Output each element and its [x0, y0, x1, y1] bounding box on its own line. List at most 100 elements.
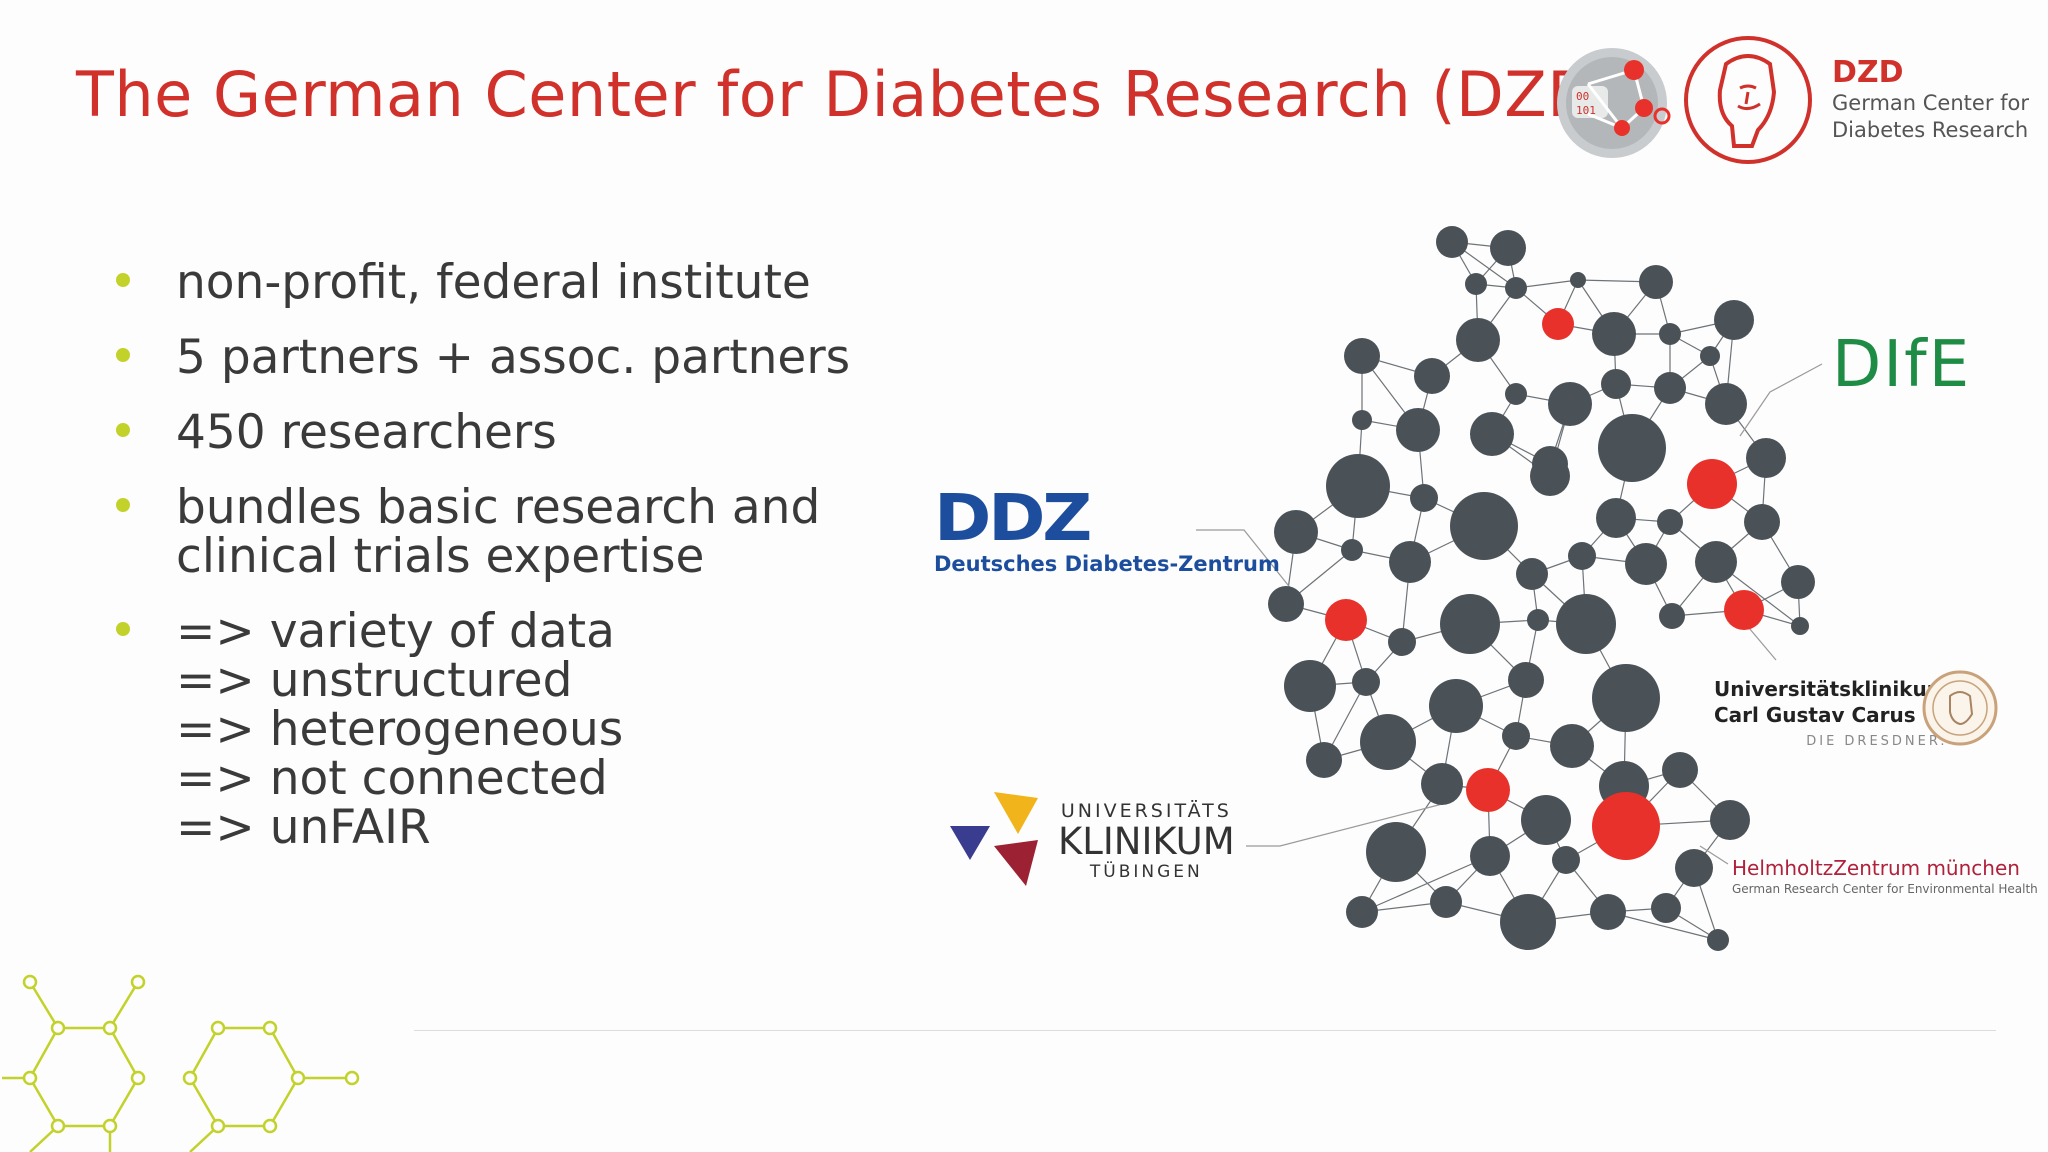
- network-edge: [1607, 911, 1719, 941]
- network-node: [1360, 714, 1416, 770]
- network-node: [1326, 454, 1390, 518]
- network-node: [1388, 628, 1416, 656]
- hmgu-logo: HelmholtzZentrum münchen German Research…: [1732, 856, 2038, 896]
- network-node: [1521, 795, 1571, 845]
- network-node: [1548, 382, 1592, 426]
- network-node: [1436, 226, 1468, 258]
- bullet-dot-icon: [116, 622, 130, 636]
- ukcgc-line3: DIE DRESDNER.: [1806, 734, 1948, 749]
- network-node: [1710, 800, 1750, 840]
- network-node: [1592, 312, 1636, 356]
- bullet-dot-icon: [116, 498, 130, 512]
- network-node: [1502, 722, 1530, 750]
- network-node: [1414, 358, 1450, 394]
- dife-logo: DIfE: [1832, 328, 1972, 402]
- network-node: [1346, 896, 1378, 928]
- network-node: [1470, 836, 1510, 876]
- partner-node: [1687, 459, 1737, 509]
- hmgu-line2: German Research Center for Environmental…: [1732, 882, 2038, 896]
- partner-node: [1542, 308, 1574, 340]
- hmgu-leader-line: [1699, 845, 1729, 865]
- network-node: [1550, 724, 1594, 768]
- bullet-list: non-profit, federal institute 5 partners…: [110, 258, 850, 878]
- network-node: [1352, 668, 1380, 696]
- dzd-name-line2: Diabetes Research: [1832, 118, 2029, 142]
- ukcgc-line1: Universitätsklinikum: [1714, 677, 1948, 701]
- network-edge: [1361, 855, 1491, 913]
- network-node: [1268, 586, 1304, 622]
- network-node: [1590, 894, 1626, 930]
- ukcgc-logo: Universitätsklinikum Carl Gustav Carus D…: [1714, 676, 1948, 749]
- network-node: [1421, 763, 1463, 805]
- molecule-decoration-icon: [2, 974, 360, 1152]
- network-node: [1440, 594, 1500, 654]
- network-node: [1527, 609, 1549, 631]
- ukt-line3: TÜBINGEN: [1089, 862, 1203, 882]
- hmgu-line1: HelmholtzZentrum münchen: [1732, 856, 2020, 880]
- bullet-dot-icon: [116, 348, 130, 362]
- network-node: [1410, 484, 1438, 512]
- network-node: [1456, 318, 1500, 362]
- network-node: [1508, 662, 1544, 698]
- network-node: [1450, 492, 1518, 560]
- network-node: [1659, 603, 1685, 629]
- bullet-dot-icon: [116, 423, 130, 437]
- seal-icon: [1922, 670, 1998, 746]
- dzd-logo: DZD German Center for Diabetes Research: [1832, 56, 2029, 144]
- partner-node: [1724, 590, 1764, 630]
- bullet-item: => variety of data => unstructured => he…: [110, 607, 850, 852]
- bullet-item: 450 researchers: [110, 408, 850, 457]
- network-node: [1465, 273, 1487, 295]
- network-node: [1639, 265, 1673, 299]
- network-node: [1284, 660, 1336, 712]
- network-node: [1662, 752, 1698, 788]
- ukt-logo: UNIVERSITÄTS KLINIKUM TÜBINGEN: [1058, 800, 1235, 882]
- slide-title: The German Center for Diabetes Research …: [76, 58, 1621, 131]
- network-node: [1705, 383, 1747, 425]
- svg-text:101: 101: [1576, 104, 1596, 117]
- footer-divider: [414, 1030, 1996, 1031]
- network-node: [1695, 541, 1737, 583]
- data-network-icon: 00 101: [1557, 48, 1671, 158]
- network-node: [1598, 414, 1666, 482]
- network-node: [1505, 277, 1527, 299]
- network-node: [1344, 338, 1380, 374]
- network-node: [1744, 504, 1780, 540]
- partner-node: [1325, 599, 1367, 641]
- network-node: [1570, 272, 1586, 288]
- network-node: [1625, 543, 1667, 585]
- network-node: [1341, 539, 1363, 561]
- ukt-line2: KLINIKUM: [1058, 820, 1235, 863]
- network-node: [1707, 929, 1729, 951]
- network-node: [1352, 410, 1372, 430]
- bullet-item: non-profit, federal institute: [110, 258, 850, 307]
- svg-text:00: 00: [1576, 90, 1589, 103]
- network-node: [1657, 509, 1683, 535]
- dzd-emblem-icon: [1684, 36, 1812, 164]
- network-node: [1700, 346, 1720, 366]
- partner-node: [1466, 768, 1510, 812]
- network-node: [1430, 886, 1462, 918]
- network-node: [1306, 742, 1342, 778]
- network-node: [1781, 565, 1815, 599]
- network-node: [1592, 664, 1660, 732]
- ddz-mark: DDZ: [934, 482, 1092, 556]
- ddz-leader-line: [1196, 529, 1293, 591]
- bullet-dot-icon: [116, 273, 130, 287]
- dife-leader-line: [1739, 363, 1823, 437]
- network-node: [1274, 510, 1318, 554]
- network-node: [1791, 617, 1809, 635]
- network-node: [1596, 498, 1636, 538]
- bullet-item: 5 partners + assoc. partners: [110, 333, 850, 382]
- network-node: [1746, 438, 1786, 478]
- network-node: [1654, 372, 1686, 404]
- network-node: [1429, 679, 1483, 733]
- network-node: [1500, 894, 1556, 950]
- network-node: [1659, 323, 1681, 345]
- network-node: [1675, 849, 1713, 887]
- network-node: [1714, 300, 1754, 340]
- network-node: [1470, 412, 1514, 456]
- ddz-logo: DDZ Deutsches Diabetes-Zentrum: [934, 487, 1280, 576]
- network-node: [1601, 369, 1631, 399]
